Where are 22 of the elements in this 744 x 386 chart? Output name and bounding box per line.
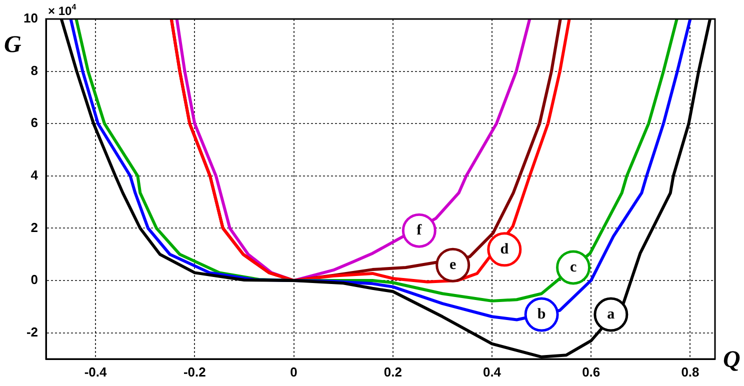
annotation: d <box>500 241 510 258</box>
x-tick-label: 0.4 <box>482 364 502 380</box>
x-tick-label: 0 <box>290 364 298 380</box>
y-tick-label: 10 <box>24 10 38 26</box>
y-tick-label: 4 <box>30 168 39 182</box>
x-tick-label: 0.8 <box>681 364 700 380</box>
y-tick-label: 0 <box>30 272 38 288</box>
y-tick-label: 8 <box>30 62 38 78</box>
annotation: e <box>450 256 457 273</box>
y-tick-label: -2 <box>26 324 38 340</box>
x-tick-label: 0.2 <box>384 364 402 380</box>
y-tick-label: 6 <box>30 115 38 130</box>
y-axis-title: G <box>4 32 22 58</box>
x-tick-label: -0.4 <box>84 364 108 380</box>
annotation: a <box>607 306 616 322</box>
x-tick-label: 0.6 <box>582 364 600 380</box>
x-axis-title: Q <box>723 347 740 373</box>
y-tick-label: 2 <box>30 220 38 235</box>
x-tick-label: -0.2 <box>183 364 206 380</box>
annotation: f <box>416 222 423 238</box>
annotation: b <box>537 306 546 322</box>
annotation: c <box>570 259 577 276</box>
